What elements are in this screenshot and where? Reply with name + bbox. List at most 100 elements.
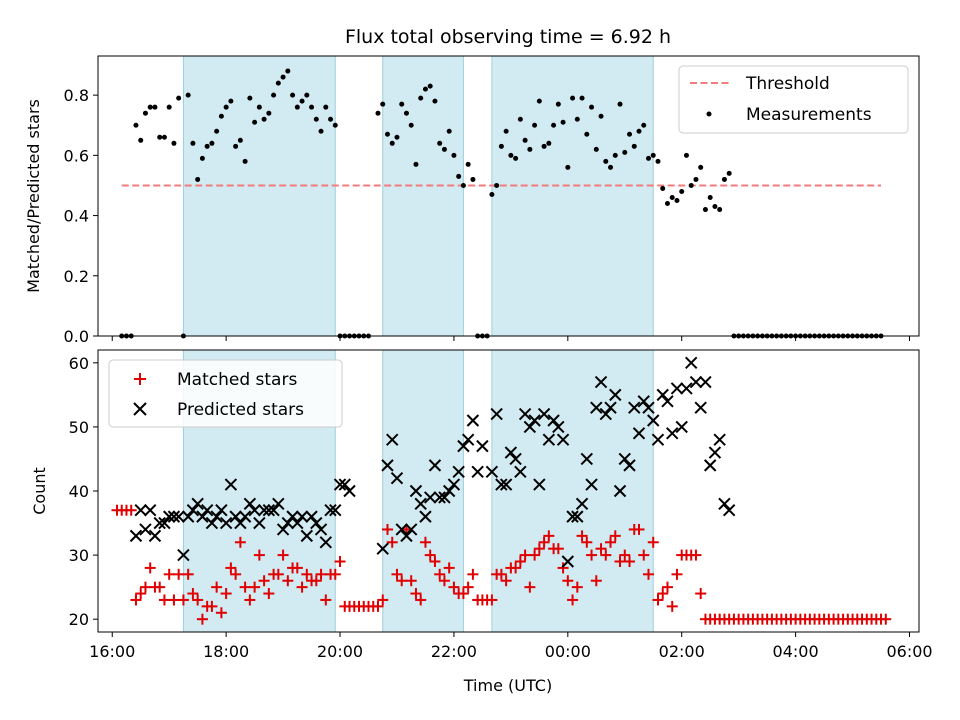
y-tick-label: 0.0 [64, 327, 89, 346]
matched-star-point [225, 562, 237, 574]
predicted-star-point [333, 478, 347, 491]
measurement-point [498, 143, 504, 149]
matched-star-point [419, 536, 431, 548]
predicted-star-point [400, 529, 413, 543]
matched-star-point [671, 568, 683, 580]
predicted-star-point [708, 446, 722, 459]
matched-star-point [381, 523, 393, 535]
matched-star-point [372, 600, 384, 612]
measurement-point [674, 198, 680, 204]
y-tick-label: 60 [69, 354, 89, 373]
measurement-point [441, 146, 447, 152]
measurement-point [323, 104, 329, 110]
measurement-point [579, 95, 585, 101]
measurement-point [318, 128, 324, 134]
predicted-star-point [310, 516, 323, 530]
ratio-legend: Threshold Measurements [678, 65, 909, 134]
measurement-point [223, 104, 229, 110]
predicted-star-point [452, 465, 465, 478]
predicted-star-point [561, 555, 575, 568]
matched-star-point [661, 581, 673, 593]
measurement-point [195, 176, 201, 182]
matched-star-point [486, 594, 498, 606]
shaded-intervals [182, 349, 654, 633]
matched-star-point [443, 562, 455, 574]
predicted-star-point [291, 516, 304, 530]
measurement-point [138, 137, 144, 143]
predicted-star-point [685, 356, 698, 370]
x-tick-label: 16:00 [89, 642, 135, 661]
matched-star-point [524, 581, 536, 593]
matched-star-point [652, 594, 664, 606]
measurement-point [669, 195, 675, 201]
matched-star-point [215, 607, 227, 619]
predicted-star-point [153, 516, 166, 530]
predicted-star-point [651, 433, 665, 446]
matched-star-point [647, 536, 659, 548]
measurement-point [261, 116, 267, 122]
matched-star-point [234, 536, 246, 548]
measurement-point [290, 92, 296, 98]
ratio-y-axis-label: Matched/Predicted stars [24, 99, 43, 293]
predicted-star-point [666, 427, 679, 440]
predicted-star-point [210, 510, 223, 523]
matched-star-point [880, 613, 892, 625]
measurement-point [546, 140, 552, 146]
predicted-star-point [552, 420, 565, 434]
measurement-point [574, 116, 580, 122]
matched-star-point [552, 543, 564, 555]
measurement-point [536, 98, 542, 104]
measurement-point [698, 164, 704, 170]
y-tick-label: 0.8 [64, 86, 89, 105]
predicted-star-point [215, 504, 228, 517]
matched-star-point [377, 594, 389, 606]
predicted-star-point [556, 433, 570, 446]
shaded-band [382, 349, 464, 633]
x-tick-label: 02:00 [659, 642, 705, 661]
y-tick-label: 20 [69, 610, 89, 629]
predicted-star-point [547, 414, 560, 427]
predicted-star-point [461, 433, 475, 446]
measurement-point [237, 137, 243, 143]
matched-star-point [196, 613, 208, 625]
matched-star-point [642, 568, 654, 580]
count-legend: Matched stars Predicted stars [108, 359, 343, 428]
matched-star-point [282, 575, 294, 587]
matched-star-point [154, 581, 166, 593]
measurement-point [598, 113, 604, 119]
measurement-point [380, 101, 386, 107]
predicted-star-point [329, 504, 342, 517]
predicted-star-point [419, 510, 432, 523]
matched-star-point [562, 575, 574, 587]
y-axis-ticks: 20 30 40 50 60 [69, 354, 98, 629]
matched-star-point [239, 581, 251, 593]
predicted-star-point [139, 523, 152, 536]
measurement-point [489, 191, 495, 197]
matched-star-point [296, 581, 308, 593]
measurement-point [721, 176, 727, 182]
predicted-star-point [680, 382, 693, 395]
measurement-point [636, 128, 642, 134]
predicted-star-point [637, 395, 650, 408]
predicted-star-point [504, 446, 518, 459]
predicted-star-point [699, 375, 712, 389]
matched-star-point [410, 588, 422, 600]
predicted-star-point [324, 504, 337, 517]
measurement-point [309, 104, 315, 110]
measurement-point [275, 80, 281, 86]
measurement-point [551, 122, 557, 128]
predicted-star-point [248, 504, 261, 517]
measurement-point [285, 68, 291, 74]
measurement-point [660, 185, 666, 191]
matched-star-point [590, 575, 602, 587]
measurement-point [313, 116, 319, 122]
predicted-star-point [466, 414, 480, 427]
measurement-point [503, 128, 509, 134]
predicted-star-point [542, 433, 556, 446]
predicted-star-point [423, 491, 437, 504]
matched-star-point [595, 543, 607, 555]
matched-star-point [329, 568, 341, 580]
matched-star-point [158, 594, 170, 606]
count-y-axis-label: Count [30, 467, 49, 515]
chart-title: Flux total observing time = 6.92 h [345, 26, 671, 48]
